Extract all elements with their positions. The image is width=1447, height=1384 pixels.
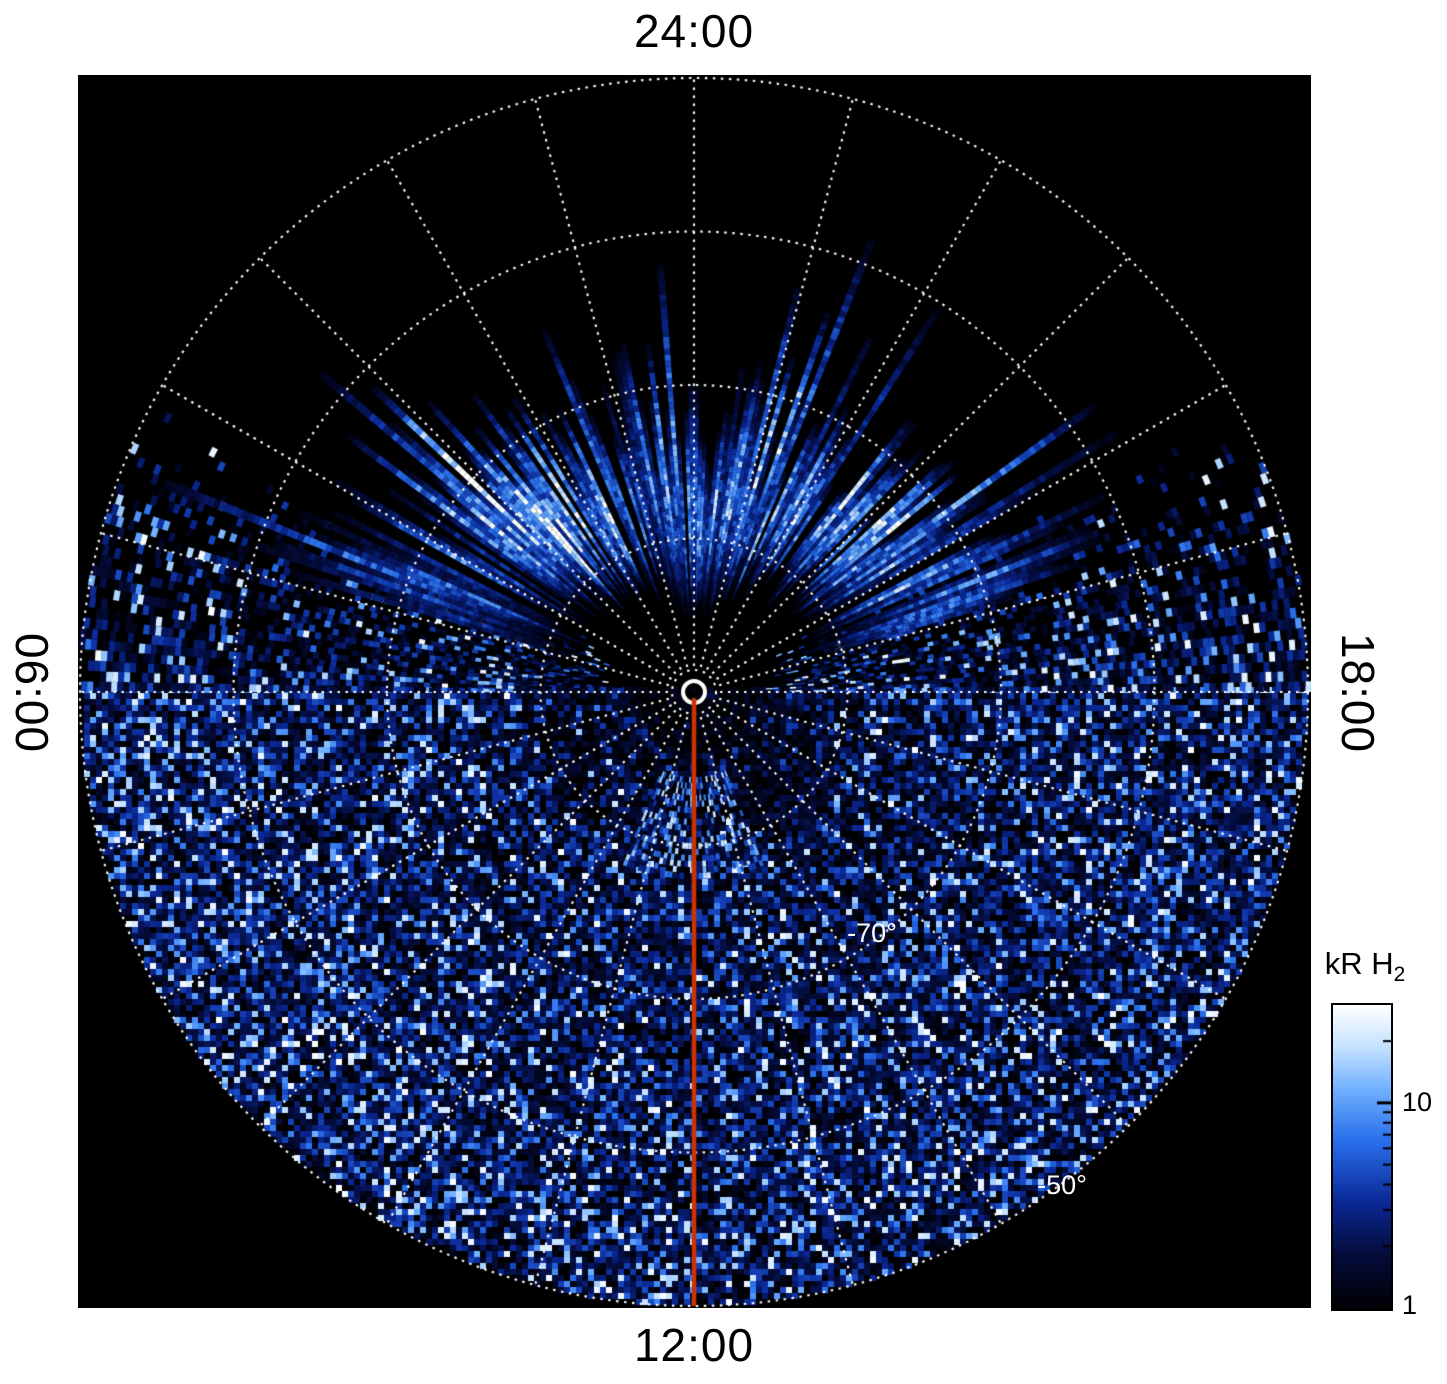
colorbar-title-text: kR H <box>1324 946 1394 981</box>
mlt-label-1800: 18:00 <box>1332 632 1384 754</box>
mlt-label-0600: 06:00 <box>6 632 58 754</box>
colorbar-tick-label-10: 10 <box>1402 1087 1433 1117</box>
colorbar <box>1331 1003 1393 1311</box>
colorbar-gradient-canvas <box>1333 1005 1391 1309</box>
polar-heatmap-canvas <box>78 75 1311 1308</box>
latitude-label-70: -70° <box>847 918 897 948</box>
mlt-label-1200: 12:00 <box>633 1319 755 1371</box>
colorbar-tick-label-1: 1 <box>1402 1290 1418 1320</box>
polar-plot-area <box>78 75 1311 1308</box>
colorbar-title: kR H2 <box>1300 946 1430 987</box>
latitude-label-50: -50° <box>1037 1170 1087 1200</box>
colorbar-title-subscript: 2 <box>1393 963 1406 987</box>
mlt-label-2400: 24:00 <box>633 5 755 57</box>
